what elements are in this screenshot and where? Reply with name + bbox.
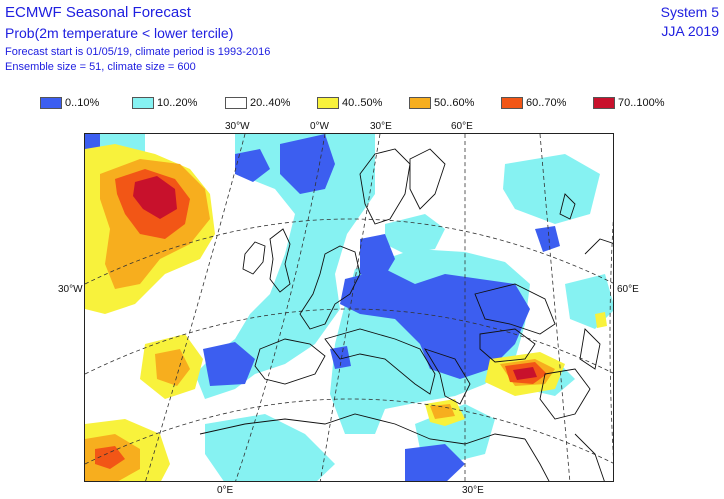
coord-label: 0°W — [310, 121, 329, 132]
shade-region — [155, 349, 190, 386]
forecast-info: Forecast start is 01/05/19, climate peri… — [5, 46, 271, 58]
map-subtitle: Prob(2m temperature < lower tercile) — [5, 25, 234, 41]
coastlines — [199, 148, 613, 481]
meridian-line — [145, 134, 246, 481]
legend-label: 70..100% — [618, 97, 665, 109]
coastline — [479, 328, 536, 363]
coord-label: 30°W — [225, 121, 250, 132]
coastline — [299, 245, 361, 330]
coastline — [524, 438, 550, 481]
shade-region — [95, 446, 125, 469]
system-label: System 5 — [660, 4, 719, 20]
legend-swatch — [409, 97, 431, 109]
meridian-line — [235, 134, 326, 481]
shade-region — [595, 312, 607, 328]
shade-region — [330, 346, 351, 369]
coastline — [199, 413, 526, 445]
coastline — [423, 348, 471, 405]
legend-swatch — [40, 97, 62, 109]
meridian-line — [539, 134, 571, 481]
legend-label: 20..40% — [250, 97, 291, 109]
coastline — [242, 241, 266, 275]
shade-region — [133, 176, 177, 219]
legend-swatch — [501, 97, 523, 109]
shade-region — [280, 134, 335, 194]
shade-region — [235, 149, 270, 182]
coastline — [559, 193, 576, 220]
coastline — [574, 433, 605, 481]
shade-region — [535, 226, 560, 252]
coastline — [269, 228, 291, 293]
coord-label: 30°E — [370, 121, 392, 132]
shade-region — [305, 184, 353, 219]
parallel-line — [85, 308, 613, 375]
coastline — [584, 238, 613, 255]
coastline — [539, 368, 591, 420]
legend-label: 0..10% — [65, 97, 100, 109]
coord-label: 30°E — [462, 485, 484, 496]
parallel-line — [85, 218, 613, 285]
coord-label: 0°E — [217, 485, 234, 496]
parallel-line — [85, 398, 613, 465]
coastline — [324, 328, 436, 395]
coastline — [474, 283, 556, 335]
shade-region — [513, 367, 537, 380]
legend-item: 0..10% — [40, 96, 99, 110]
legend-label: 10..20% — [157, 97, 198, 109]
legend-item: 70..100% — [593, 96, 664, 110]
coord-label: 60°E — [617, 284, 639, 295]
graticule — [85, 134, 613, 481]
meridian-line — [609, 218, 613, 457]
legend-swatch — [225, 97, 247, 109]
legend-item: 10..20% — [132, 96, 197, 110]
legend-swatch — [317, 97, 339, 109]
shade-region — [565, 274, 613, 329]
shade-region — [385, 214, 445, 254]
shade-region — [203, 342, 255, 386]
legend-item: 20..40% — [225, 96, 290, 110]
coastline — [359, 148, 411, 225]
season-label: JJA 2019 — [661, 23, 719, 39]
legend-item: 60..70% — [501, 96, 566, 110]
coord-label: 30°W — [58, 284, 83, 295]
ensemble-info: Ensemble size = 51, climate size = 600 — [5, 61, 196, 73]
coastline — [254, 338, 326, 385]
forecast-map — [84, 133, 614, 482]
legend-item: 50..60% — [409, 96, 474, 110]
layer-70-100 — [133, 176, 537, 380]
coastline — [409, 148, 446, 210]
legend-label: 60..70% — [526, 97, 567, 109]
shade-region — [503, 154, 600, 224]
coastline — [579, 328, 601, 370]
legend-item: 40..50% — [317, 96, 382, 110]
legend-label: 40..50% — [342, 97, 383, 109]
legend-swatch — [593, 97, 615, 109]
map-svg — [85, 134, 613, 481]
legend-swatch — [132, 97, 154, 109]
coord-label: 60°E — [451, 121, 473, 132]
shade-region — [405, 444, 465, 481]
map-title: ECMWF Seasonal Forecast — [5, 4, 191, 21]
legend-label: 50..60% — [434, 97, 475, 109]
legend: 0..10% 10..20% 20..40% 40..50% 50..60% 6… — [40, 96, 690, 110]
shade-region — [205, 414, 335, 481]
